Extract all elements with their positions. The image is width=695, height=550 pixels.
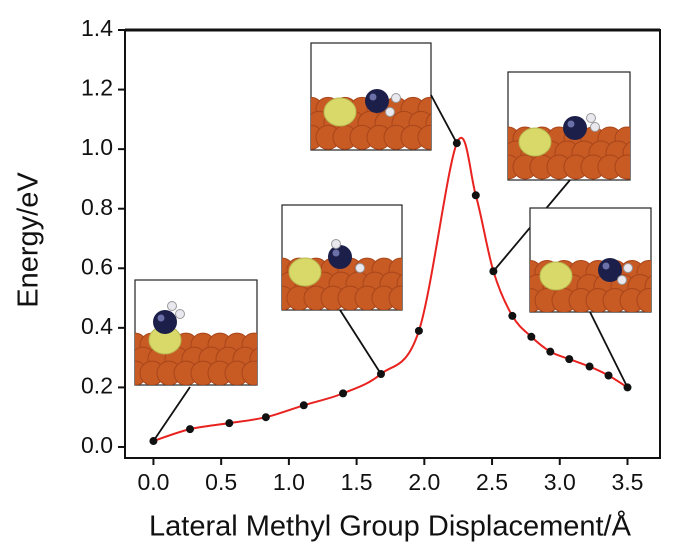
copper-atom	[662, 274, 686, 298]
hydrogen-atom	[331, 239, 341, 249]
data-point	[623, 383, 632, 392]
copper-atom	[406, 258, 430, 282]
data-point	[186, 425, 195, 434]
carbon-highlight	[369, 93, 377, 101]
copper-atom	[259, 333, 283, 357]
inset-picture	[282, 89, 431, 150]
data-point	[414, 326, 423, 335]
data-point	[452, 139, 461, 148]
inset-picture	[479, 113, 656, 180]
copper-atom	[501, 260, 525, 284]
hydrogen-atom	[391, 93, 401, 103]
copper-atom	[253, 258, 277, 282]
data-point	[604, 371, 613, 380]
inset-picture	[501, 258, 686, 312]
copper-atom	[282, 125, 306, 149]
copper-atom	[414, 272, 438, 296]
x-tick-label: 2.5	[476, 469, 508, 495]
data-point	[149, 437, 158, 446]
x-axis-title: Lateral Methyl Group Displacement/Å	[149, 510, 632, 543]
callout-line	[430, 94, 458, 144]
y-tick-label: 1.4	[81, 15, 113, 41]
hydrogen-atom	[586, 113, 596, 123]
copper-atom	[614, 154, 630, 180]
copper-atom	[479, 127, 503, 151]
data-point	[565, 355, 574, 364]
data-point	[376, 370, 385, 379]
hydrogen-atom	[617, 275, 627, 285]
copper-atom	[311, 114, 315, 133]
y-tick-label: 0.8	[81, 194, 113, 220]
y-tick-label: 1.0	[81, 134, 113, 160]
copper-atom	[479, 155, 503, 179]
hydrogen-atom	[385, 107, 395, 117]
insets	[134, 42, 686, 442]
data-point	[585, 362, 594, 371]
callout-line	[152, 386, 191, 442]
x-tick-label: 1.5	[341, 469, 373, 495]
copper-atom	[654, 288, 678, 312]
sulfur-atom	[518, 127, 552, 157]
sulfur-atom	[288, 257, 322, 287]
copper-atom	[267, 347, 291, 371]
x-tick-label: 2.0	[408, 469, 440, 495]
x-tick-label: 0.0	[137, 469, 169, 495]
x-tick-label: 0.5	[205, 469, 237, 495]
data-point	[471, 191, 480, 200]
hydrogen-atom	[590, 122, 600, 132]
hydrogen-atom	[167, 301, 177, 311]
copper-atom	[636, 287, 651, 312]
sulfur-atom	[323, 97, 357, 127]
copper-atom	[241, 360, 257, 385]
x-tick-label: 1.0	[273, 469, 305, 495]
y-tick-label: 0.2	[81, 372, 113, 398]
inset-picture	[253, 239, 438, 310]
data-point	[546, 347, 555, 356]
inset-picture	[135, 301, 291, 385]
carbon-highlight	[602, 262, 610, 270]
carbon-highlight	[567, 120, 575, 128]
data-point	[527, 332, 536, 341]
carbon-atom	[328, 245, 352, 269]
carbon-highlight	[157, 314, 165, 322]
hydrogen-atom	[175, 309, 185, 319]
callout-line	[339, 309, 382, 375]
sulfur-atom	[539, 261, 573, 291]
y-tick-label: 0.6	[81, 253, 113, 279]
copper-atom	[282, 97, 306, 121]
callout-line	[589, 311, 629, 388]
carbon-atom	[365, 89, 389, 113]
hydrogen-atom	[623, 263, 633, 273]
data-point	[489, 267, 498, 276]
copper-atom	[654, 260, 678, 284]
y-axis-title: Energy/eV	[13, 172, 45, 308]
data-point	[339, 389, 348, 398]
carbon-atom	[563, 116, 587, 140]
y-tick-label: 0.4	[81, 313, 113, 339]
copper-atom	[259, 361, 283, 385]
x-tick-label: 3.0	[544, 469, 576, 495]
data-point	[508, 311, 517, 320]
carbon-atom	[153, 310, 177, 334]
data-point	[261, 413, 270, 422]
copper-atom	[632, 155, 656, 179]
copper-atom	[632, 127, 656, 151]
y-tick-label: 0.0	[81, 432, 113, 458]
data-point	[225, 419, 234, 428]
data-point	[299, 401, 308, 410]
copper-atom	[388, 285, 402, 310]
x-tick-label: 3.5	[612, 469, 644, 495]
hydrogen-atom	[355, 263, 365, 273]
copper-atom	[508, 144, 512, 162]
copper-atom	[282, 275, 286, 293]
y-tick-label: 1.2	[81, 75, 113, 101]
carbon-highlight	[332, 249, 340, 257]
copper-atom	[417, 124, 431, 150]
